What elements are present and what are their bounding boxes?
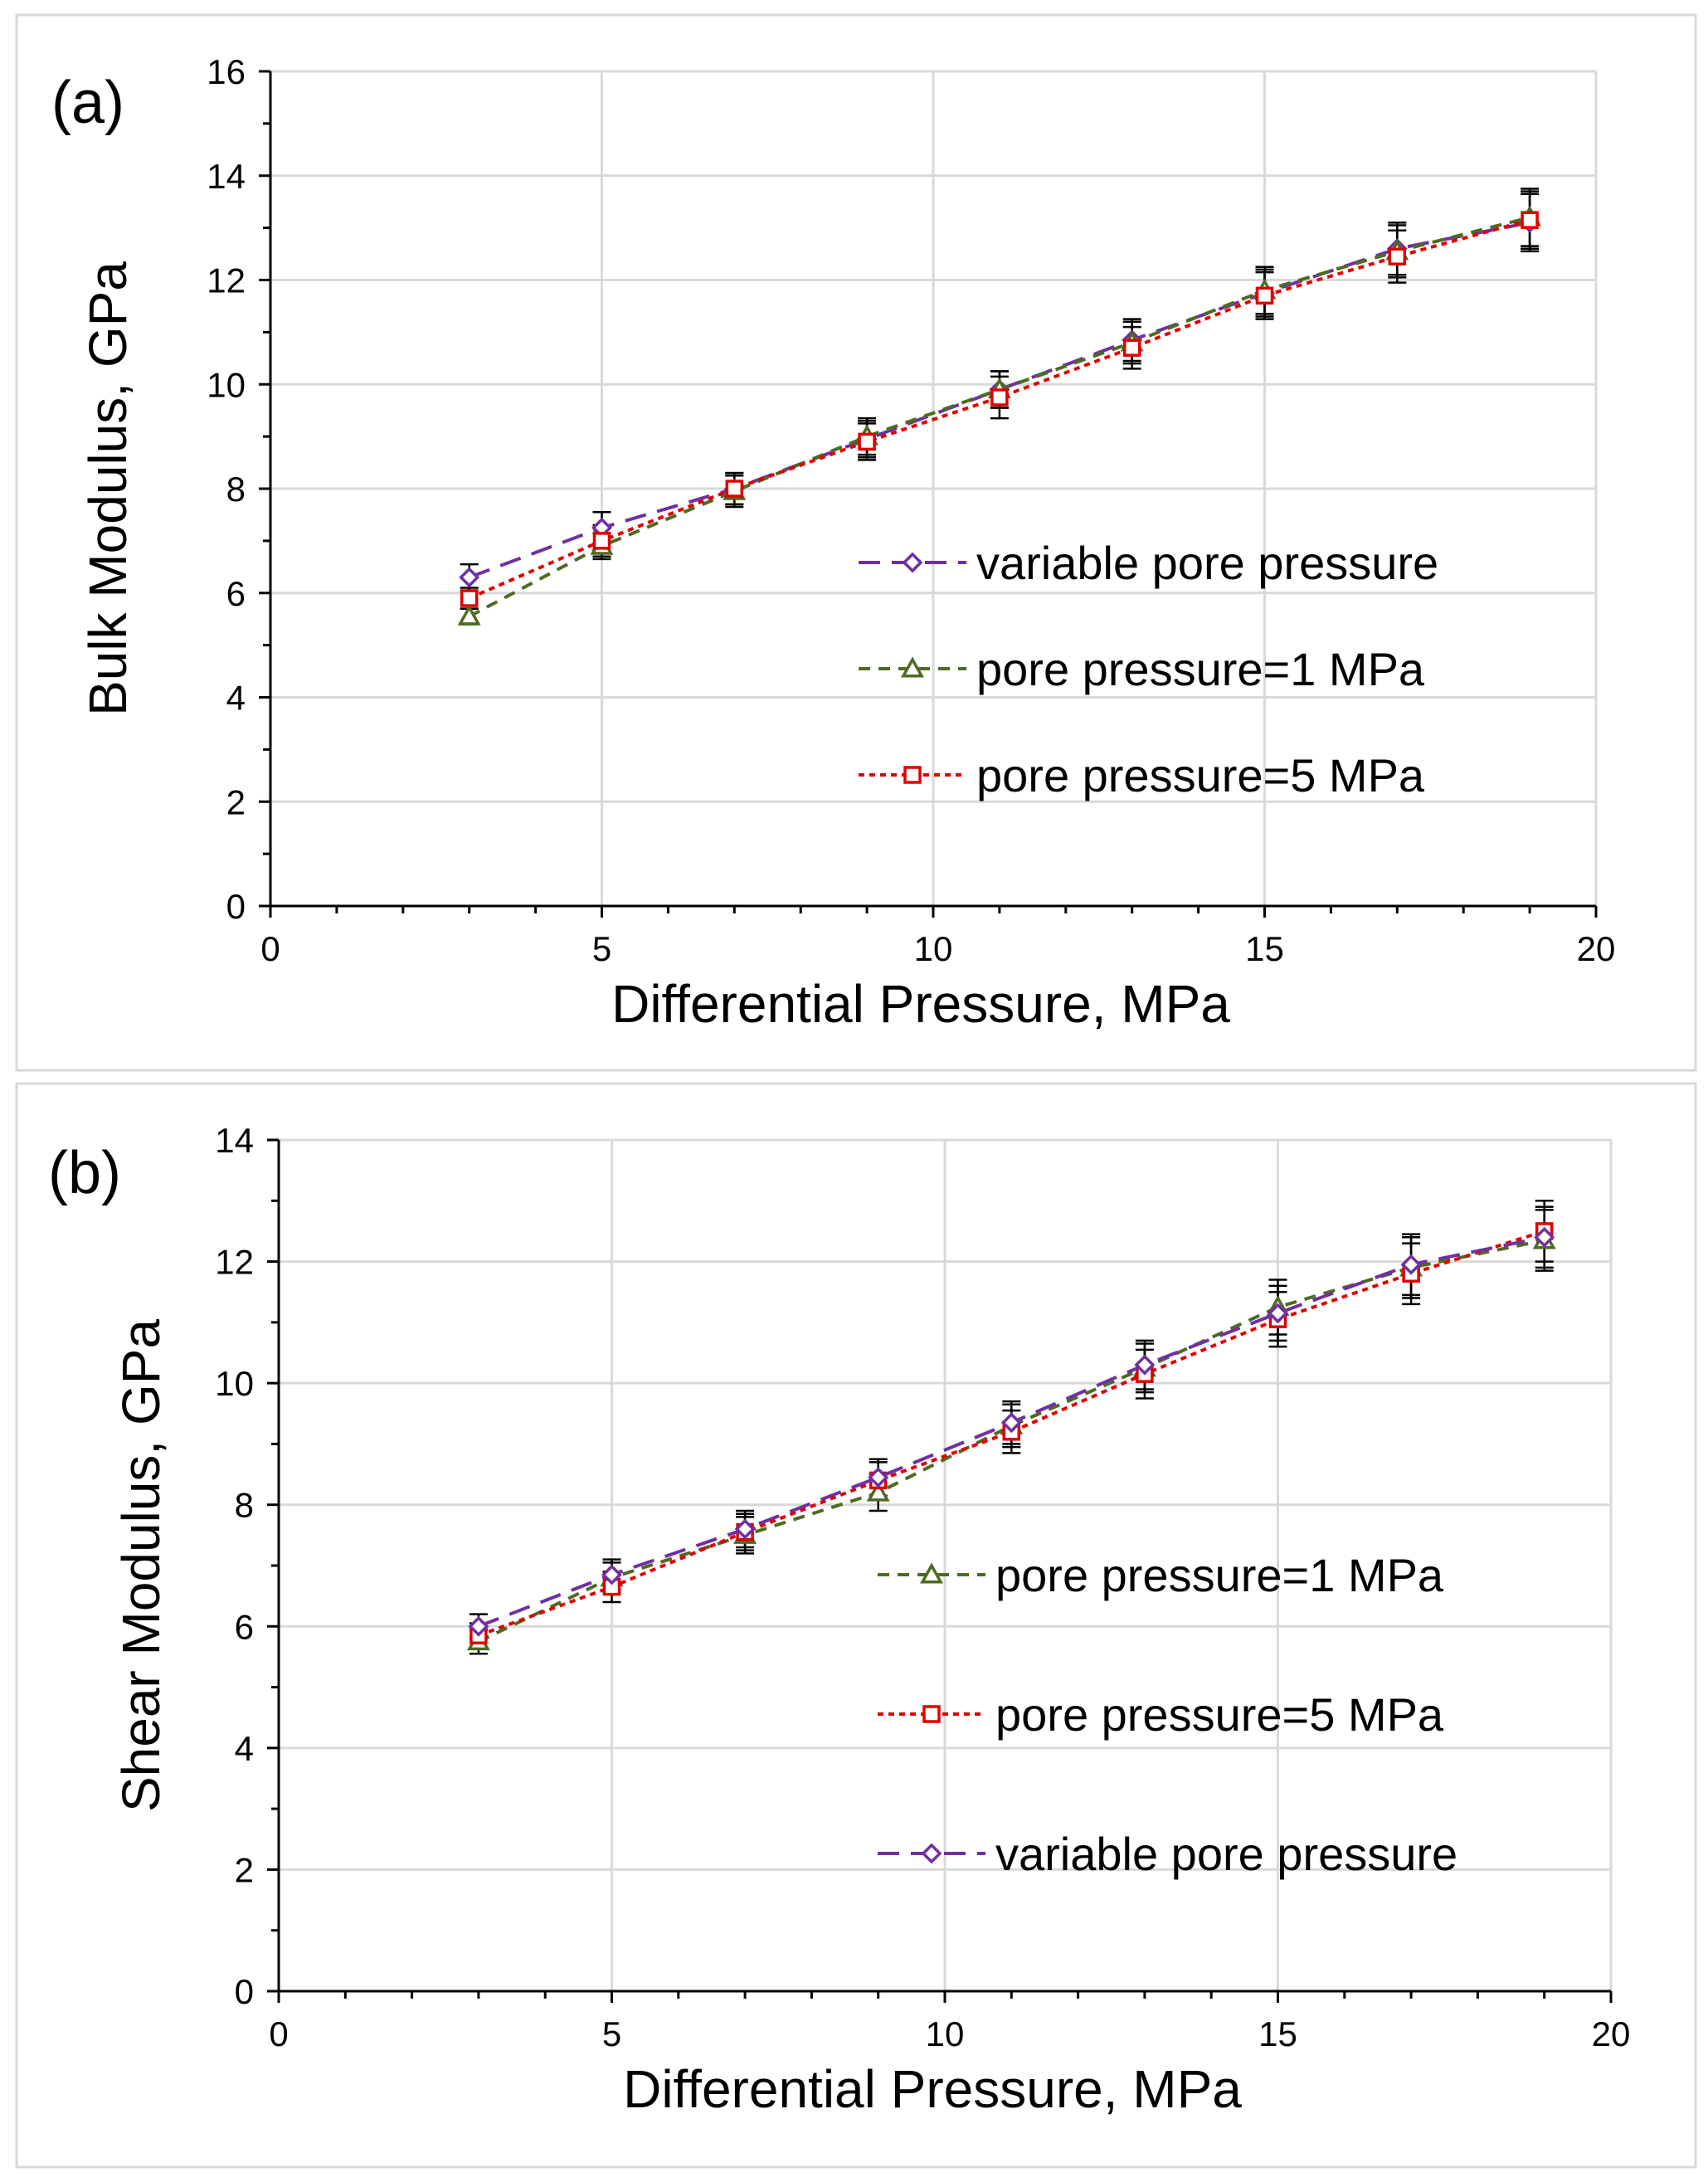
x-tick-label: 0 xyxy=(269,2014,288,2053)
y-tick-label: 2 xyxy=(226,782,246,821)
panel-a: 0 2 4 6 8 10 12 14 16 0 5 10 15 20 Differential Pressu… xyxy=(15,13,1697,1072)
y-tick-label: 12 xyxy=(207,261,246,300)
data-point xyxy=(1521,211,1539,229)
legend-label: pore pressure=5 MPa xyxy=(995,1688,1444,1741)
y-tick-label: 10 xyxy=(207,365,246,404)
series-line xyxy=(478,1238,1545,1644)
data-point xyxy=(459,567,480,588)
data-point xyxy=(725,480,744,498)
legend-label: variable pore pressure xyxy=(976,537,1438,589)
legend-label: pore pressure=1 MPa xyxy=(995,1549,1444,1601)
legend-swatch-marker xyxy=(901,656,924,678)
data-point xyxy=(601,1564,622,1585)
y-tick-label: 0 xyxy=(235,1972,254,2011)
legend-swatch-marker xyxy=(903,766,922,784)
gridlines xyxy=(270,70,1598,906)
legend-item: variable pore pressure xyxy=(878,1828,1457,1880)
y-tick-label: 2 xyxy=(235,1850,254,1889)
y-tick-label: 4 xyxy=(226,679,246,718)
y-tick-label: 0 xyxy=(226,887,246,926)
legend-label: pore pressure=5 MPa xyxy=(976,749,1425,801)
y-tick-label: 14 xyxy=(215,1121,254,1160)
legend-swatch-marker xyxy=(902,552,923,573)
series-pore-pressure-5-mpa xyxy=(460,211,1539,607)
legend-swatch-marker xyxy=(922,1705,941,1723)
legend: pore pressure=1 MPa pore pressure=5 MPa va… xyxy=(878,1549,1457,1880)
x-tick-label: 20 xyxy=(1592,2014,1631,2053)
data-point xyxy=(990,388,1009,407)
data-point xyxy=(868,1467,889,1488)
x-tick-label: 15 xyxy=(1258,2014,1297,2053)
series-line xyxy=(468,218,1530,600)
x-tick-label: 15 xyxy=(1245,929,1284,968)
panel-frame xyxy=(15,13,1697,1072)
y-tick-label: 12 xyxy=(215,1243,254,1282)
data-point xyxy=(1400,1254,1422,1275)
series-line xyxy=(478,1230,1545,1638)
data-point xyxy=(1388,247,1407,265)
x-axis-title: Differential Pressure, MPa xyxy=(611,974,1230,1034)
y-tick-label: 6 xyxy=(235,1607,254,1646)
legend-item: pore pressure=1 MPa xyxy=(859,643,1425,695)
data-point xyxy=(866,1480,890,1502)
legend-item: pore pressure=5 MPa xyxy=(859,749,1425,801)
y-tick-label: 16 xyxy=(207,52,246,91)
y-tick-label: 4 xyxy=(235,1729,254,1768)
data-point xyxy=(1534,1226,1555,1248)
legend-item: variable pore pressure xyxy=(859,537,1438,589)
x-tick-label: 0 xyxy=(260,929,280,968)
data-point xyxy=(1134,1354,1156,1376)
data-point xyxy=(1255,286,1274,305)
panel-label: (a) xyxy=(51,70,124,136)
x-tick-label: 20 xyxy=(1577,929,1616,968)
y-tick-label: 8 xyxy=(226,470,246,509)
legend-swatch-marker xyxy=(921,1843,942,1864)
legend-label: pore pressure=1 MPa xyxy=(976,643,1425,695)
data-point xyxy=(1122,339,1141,357)
data-point xyxy=(1268,1303,1288,1324)
data-point xyxy=(460,589,479,607)
legend-label: variable pore pressure xyxy=(995,1828,1457,1880)
data-point xyxy=(468,1615,489,1637)
legend-item: pore pressure=1 MPa xyxy=(878,1549,1444,1601)
series-line xyxy=(468,221,1530,579)
panel-label: (b) xyxy=(48,1140,121,1206)
legend-swatch-marker xyxy=(920,1562,943,1584)
data-point xyxy=(1000,1412,1022,1434)
data-point xyxy=(734,1518,756,1540)
series-variable-pore-pressure xyxy=(468,1226,1555,1637)
y-tick-label: 6 xyxy=(226,574,246,613)
x-tick-label: 5 xyxy=(592,929,611,968)
data-point xyxy=(457,604,481,626)
y-axis-title: Shear Modulus, GPa xyxy=(111,1319,171,1813)
y-tick-label: 10 xyxy=(215,1364,254,1403)
y-tick-label: 14 xyxy=(207,157,246,196)
legend-item: pore pressure=5 MPa xyxy=(878,1688,1444,1741)
legend: variable pore pressure pore pressure=1 MP… xyxy=(859,537,1438,801)
x-tick-label: 10 xyxy=(926,2014,965,2053)
axis-ticks: 0 2 4 6 8 10 12 14 16 0 5 10 15 20 xyxy=(207,52,1615,968)
axis-ticks: 0 2 4 6 8 10 12 14 0 5 10 15 20 xyxy=(215,1121,1630,2053)
x-axis-title: Differential Pressure, MPa xyxy=(623,2059,1242,2119)
data-point xyxy=(592,532,611,550)
x-tick-label: 5 xyxy=(602,2014,621,2053)
y-tick-label: 8 xyxy=(235,1486,254,1525)
y-axis-title: Bulk Modulus, GPa xyxy=(78,261,138,716)
panel-b: 0 2 4 6 8 10 12 14 0 5 10 15 20 Differential Pressure… xyxy=(15,1082,1697,2169)
data-point xyxy=(858,432,876,451)
x-tick-label: 10 xyxy=(914,929,953,968)
